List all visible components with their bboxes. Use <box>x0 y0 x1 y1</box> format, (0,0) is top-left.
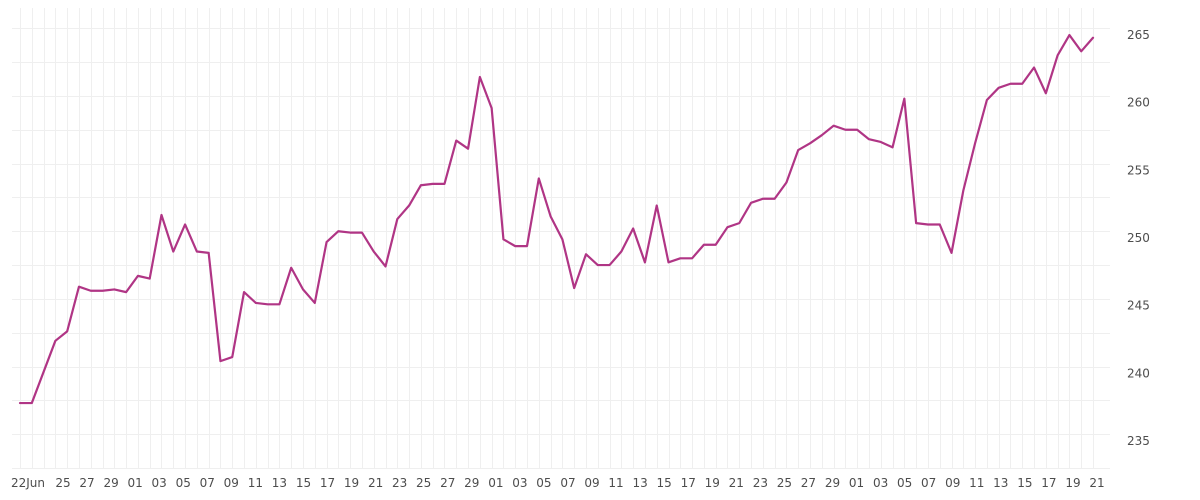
x-tick-label: 27 <box>801 476 816 490</box>
series-line <box>18 33 1095 405</box>
y-tick-label: 235 <box>1127 434 1150 448</box>
grid <box>12 8 1110 469</box>
x-tick-label: 15 <box>657 476 672 490</box>
x-tick-label: 09 <box>224 476 239 490</box>
x-tick-label: 21 <box>368 476 383 490</box>
y-tick-label: 260 <box>1127 96 1150 110</box>
x-tick-label: 23 <box>753 476 768 490</box>
x-tick-label: 13 <box>632 476 647 490</box>
x-tick-label: 29 <box>464 476 479 490</box>
x-tick-label: 05 <box>176 476 191 490</box>
x-tick-label: 13 <box>993 476 1008 490</box>
x-tick-label: 01 <box>849 476 864 490</box>
x-tick-label: 17 <box>1041 476 1056 490</box>
x-tick-label: 27 <box>79 476 94 490</box>
x-tick-label: 11 <box>248 476 263 490</box>
x-tick-label: 17 <box>681 476 696 490</box>
y-tick-label: 245 <box>1127 299 1150 313</box>
x-tick-label: 01 <box>127 476 142 490</box>
y-tick-label: 250 <box>1127 231 1150 245</box>
x-tick-label: 03 <box>152 476 167 490</box>
x-tick-label: 07 <box>921 476 936 490</box>
x-axis: 22Jun 25 27 29 01 03 05 07 09 11 13 15 17 19 21 23 25 27 2… <box>11 476 1105 490</box>
x-tick-label: 15 <box>1017 476 1032 490</box>
x-tick-label: 07 <box>200 476 215 490</box>
y-tick-label: 240 <box>1127 366 1150 380</box>
x-tick-label: 22Jun <box>11 476 45 490</box>
y-tick-label: 255 <box>1127 163 1150 177</box>
x-tick-label: 25 <box>416 476 431 490</box>
y-tick-label: 265 <box>1127 28 1150 42</box>
x-tick-label: 01 <box>488 476 503 490</box>
x-tick-label: 21 <box>1089 476 1104 490</box>
x-tick-label: 03 <box>873 476 888 490</box>
x-tick-label: 27 <box>440 476 455 490</box>
x-tick-label: 17 <box>320 476 335 490</box>
x-tick-label: 03 <box>512 476 527 490</box>
x-tick-label: 15 <box>296 476 311 490</box>
x-tick-label: 13 <box>272 476 287 490</box>
x-tick-label: 19 <box>344 476 359 490</box>
x-tick-label: 09 <box>584 476 599 490</box>
x-tick-label: 09 <box>945 476 960 490</box>
x-tick-label: 25 <box>777 476 792 490</box>
x-tick-label: 25 <box>55 476 70 490</box>
x-tick-label: 21 <box>729 476 744 490</box>
x-tick-label: 07 <box>560 476 575 490</box>
x-tick-label: 11 <box>608 476 623 490</box>
x-tick-label: 29 <box>103 476 118 490</box>
y-axis: 235 240 245 250 255 260 265 <box>1127 28 1150 448</box>
x-tick-label: 19 <box>705 476 720 490</box>
x-tick-label: 05 <box>897 476 912 490</box>
x-tick-label: 05 <box>536 476 551 490</box>
x-tick-label: 23 <box>392 476 407 490</box>
x-tick-label: 29 <box>825 476 840 490</box>
x-tick-label: 19 <box>1065 476 1080 490</box>
x-tick-label: 11 <box>969 476 984 490</box>
